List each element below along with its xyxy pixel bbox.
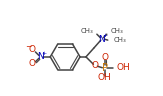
Text: O: O	[29, 59, 36, 68]
Text: O: O	[101, 53, 108, 62]
Text: OH: OH	[98, 73, 112, 82]
Text: −: −	[25, 43, 32, 52]
Text: +: +	[103, 33, 108, 38]
Text: CH₃: CH₃	[114, 37, 126, 43]
Text: N: N	[37, 52, 44, 61]
Text: CH₃: CH₃	[80, 28, 93, 34]
Text: N: N	[98, 35, 105, 44]
Text: CH₃: CH₃	[111, 28, 124, 34]
Text: P: P	[102, 63, 108, 73]
Text: O: O	[91, 61, 98, 70]
Text: O: O	[29, 46, 36, 54]
Text: OH: OH	[117, 63, 130, 72]
Text: +: +	[41, 51, 46, 56]
